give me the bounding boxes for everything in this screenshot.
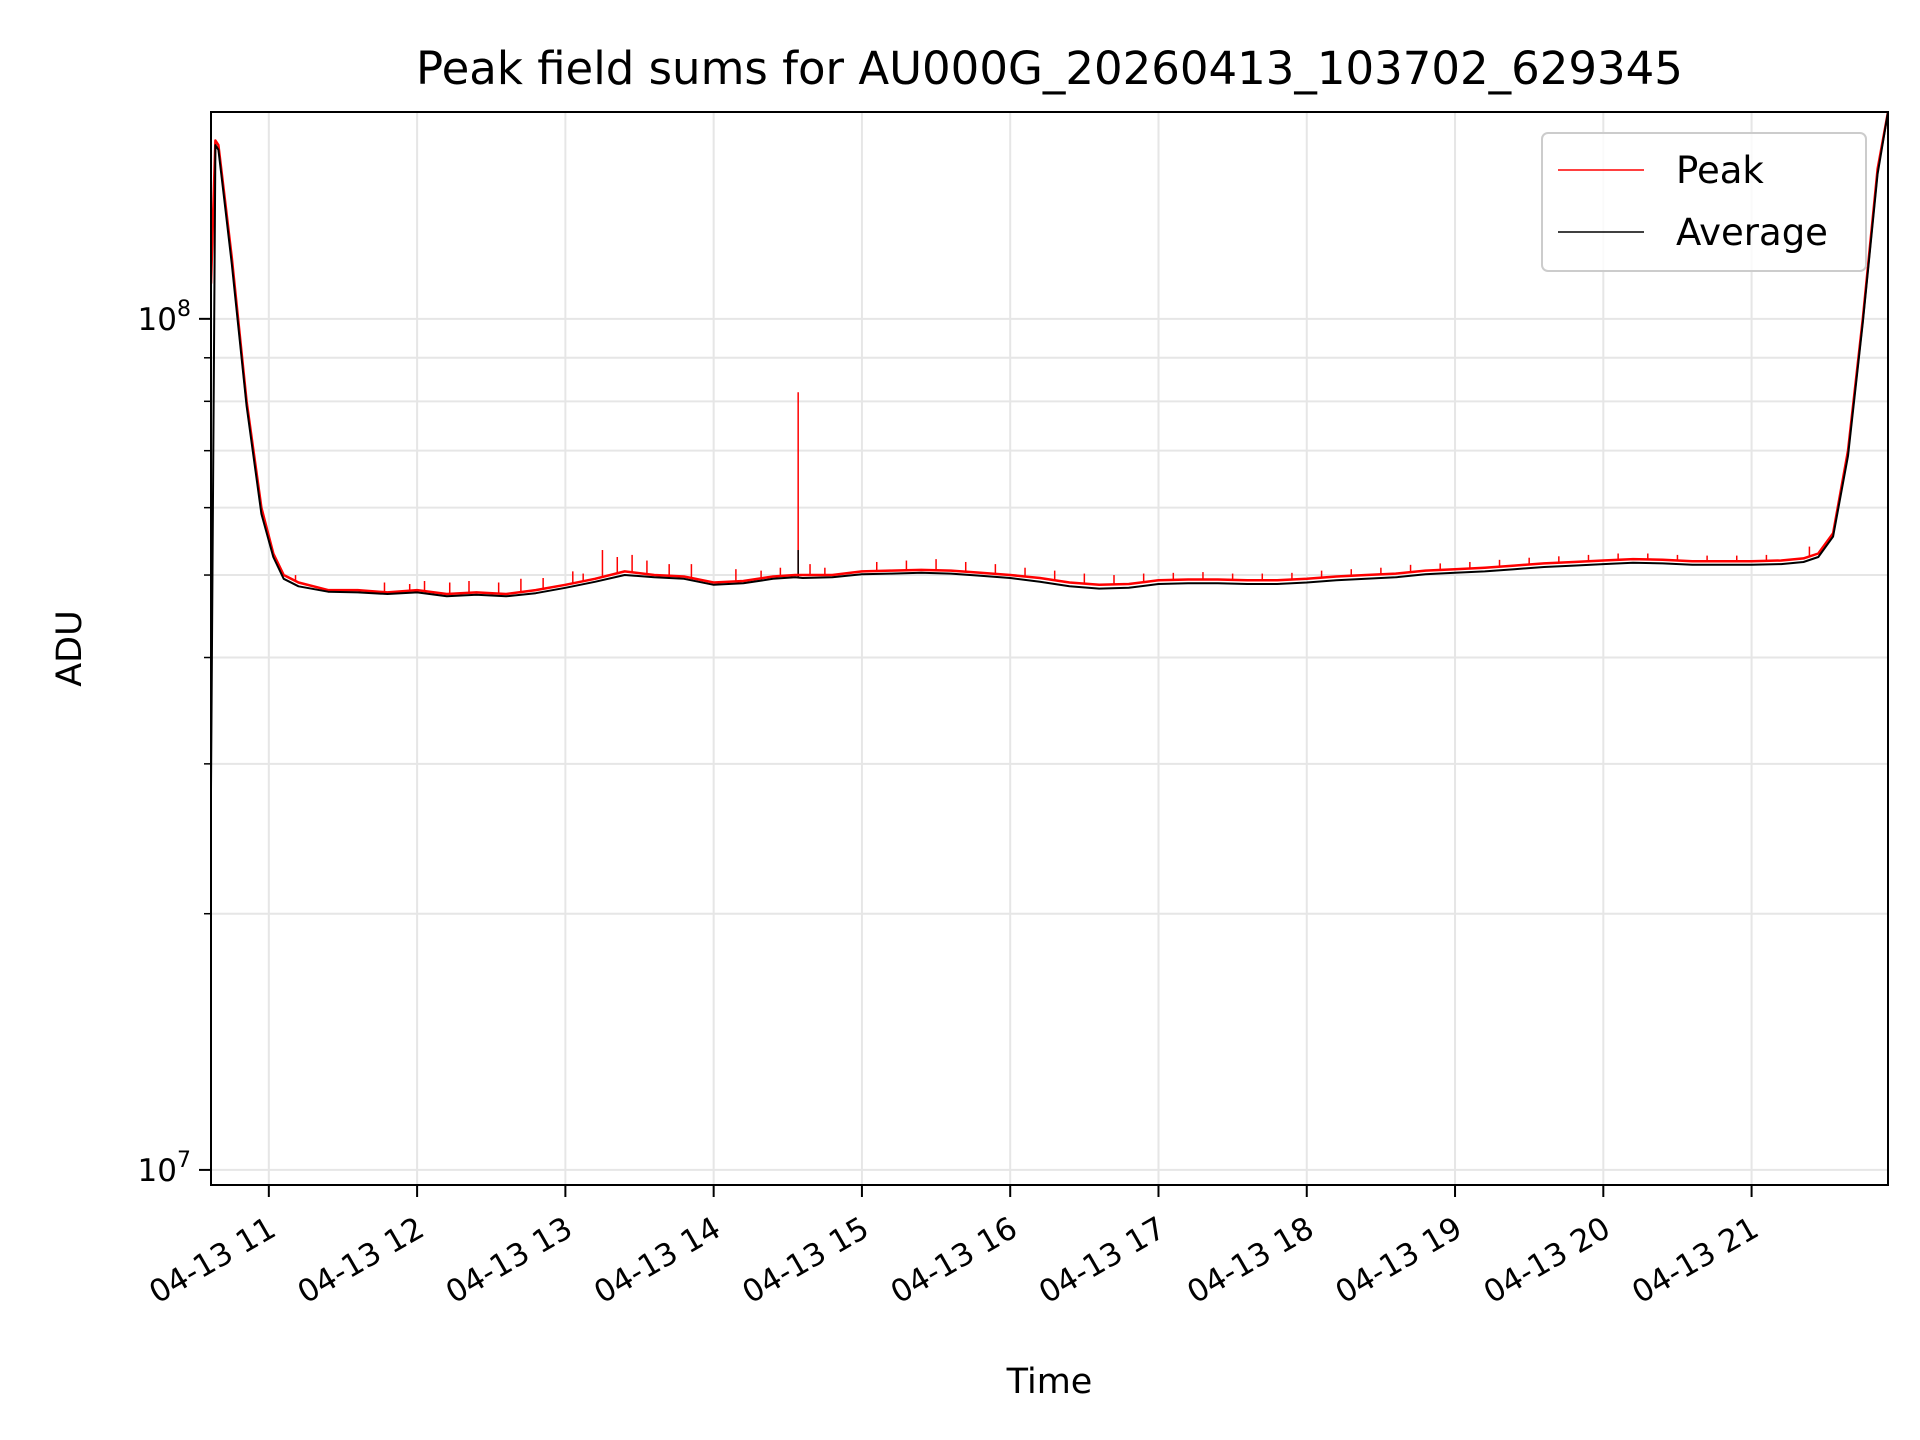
average-series-line xyxy=(211,112,1888,790)
y-tick-label: 107 xyxy=(138,1148,191,1189)
legend-box xyxy=(1541,132,1867,272)
plot-frame xyxy=(210,111,1889,1186)
x-tick-label: 04-13 14 xyxy=(588,1210,727,1311)
x-tick-label: 04-13 16 xyxy=(885,1210,1024,1311)
legend: Peak Average xyxy=(1541,132,1867,272)
y-tick-exponent: 7 xyxy=(177,1148,191,1173)
peak-series-line xyxy=(211,112,1888,596)
y-tick-base: 10 xyxy=(138,302,177,338)
y-axis-label: ADU xyxy=(50,610,90,687)
x-tick-label: 04-13 17 xyxy=(1033,1210,1172,1311)
x-tick-label: 04-13 12 xyxy=(292,1210,431,1311)
y-tick-exponent: 8 xyxy=(177,297,191,322)
chart-title: Peak field sums for AU000G_20260413_1037… xyxy=(416,42,1683,95)
tick-layer: 04-13 11 04-13 12 04-13 13 04-13 14 04-13 15… xyxy=(138,297,1765,1311)
x-tick-label: 04-13 15 xyxy=(736,1210,875,1311)
legend-label-peak: Peak xyxy=(1676,149,1764,192)
x-tick-label: 04-13 19 xyxy=(1330,1210,1469,1311)
x-tick-label: 04-13 11 xyxy=(143,1210,282,1311)
x-tick-label: 04-13 21 xyxy=(1626,1210,1765,1311)
x-axis-label: Time xyxy=(1006,1362,1093,1402)
grid xyxy=(211,112,1888,1185)
x-tick-label: 04-13 18 xyxy=(1181,1210,1320,1311)
y-tick-label: 108 xyxy=(138,297,191,338)
series-layer xyxy=(211,112,1888,790)
x-tick-label: 04-13 13 xyxy=(440,1210,579,1311)
x-tick-label: 04-13 20 xyxy=(1478,1210,1617,1311)
legend-label-average: Average xyxy=(1676,211,1828,254)
y-tick-base: 10 xyxy=(138,1153,177,1189)
